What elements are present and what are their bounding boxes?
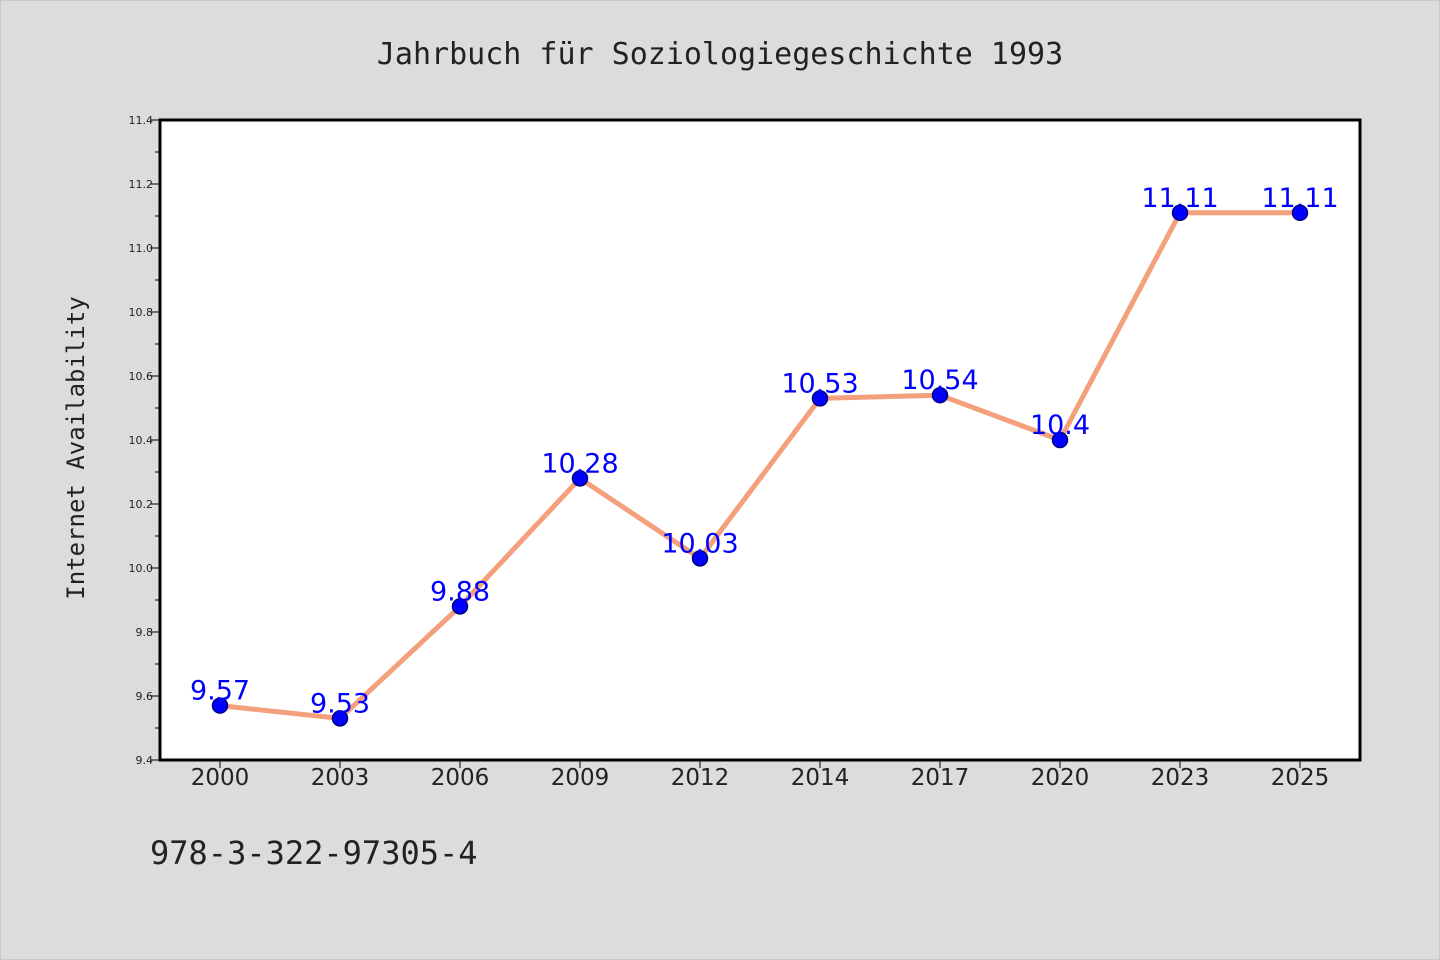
data-value-label: 9.53 xyxy=(310,688,370,719)
data-value-label: 10.4 xyxy=(1030,410,1090,441)
x-tick-label: 2006 xyxy=(431,765,490,791)
y-tick-label: 10.2 xyxy=(129,498,154,511)
chart-title: Jahrbuch für Soziologiegeschichte 1993 xyxy=(377,37,1063,72)
x-tick-label: 2025 xyxy=(1271,765,1330,791)
y-tick-label: 10.4 xyxy=(129,434,154,447)
x-tick-label: 2012 xyxy=(671,765,730,791)
data-value-label: 10.54 xyxy=(901,365,978,396)
data-point xyxy=(931,386,949,404)
data-value-label: 9.88 xyxy=(430,576,490,607)
x-tick-label: 2003 xyxy=(311,765,370,791)
isbn-footnote: 978-3-322-97305-4 xyxy=(150,834,478,872)
data-point xyxy=(451,598,469,615)
x-tick-label: 2020 xyxy=(1031,765,1090,791)
x-tick-label: 2000 xyxy=(191,765,250,791)
y-tick-label: 10.6 xyxy=(129,370,154,383)
data-labels: 9.57 9.53 9.88 10.28 10.03 10.53 10.54 10.4 11.1… xyxy=(190,183,1339,720)
data-point xyxy=(1291,204,1309,222)
data-value-label: 9.57 xyxy=(190,676,250,707)
y-tick-label: 10.0 xyxy=(129,562,154,575)
y-tick-label: 11.2 xyxy=(129,178,154,191)
data-value-label: 10.03 xyxy=(661,528,738,559)
data-point xyxy=(1171,204,1189,222)
data-value-label: 11.11 xyxy=(1261,183,1338,214)
plot-area xyxy=(158,118,1362,762)
data-point xyxy=(1051,431,1069,449)
y-tick-label: 9.4 xyxy=(136,754,154,767)
x-axis-ticks: 2000 2003 2006 2009 2012 2014 2017 2020 2023 2025 xyxy=(191,760,1330,791)
data-point xyxy=(331,710,349,727)
data-point xyxy=(571,470,589,487)
series-line-group xyxy=(217,210,1303,721)
data-value-label: 10.53 xyxy=(781,368,858,399)
y-tick-label: 10.8 xyxy=(129,306,154,319)
x-tick-label: 2023 xyxy=(1151,765,1210,791)
y-tick-label: 9.6 xyxy=(136,690,154,703)
y-axis-ticks: 9.4 9.6 9.8 10.0 10.2 10.4 10.6 10.8 11.0 11.2 11.… xyxy=(129,114,160,767)
data-point xyxy=(811,390,829,407)
x-tick-label: 2014 xyxy=(791,765,850,791)
x-tick-label: 2017 xyxy=(911,765,970,791)
y-axis-label: Internet Availability xyxy=(62,296,90,599)
data-point xyxy=(691,550,709,567)
data-value-label: 11.11 xyxy=(1141,183,1218,214)
y-tick-label: 9.8 xyxy=(136,626,154,639)
data-markers xyxy=(211,204,1309,727)
data-point xyxy=(211,697,229,714)
series-line xyxy=(217,210,1303,721)
x-tick-label: 2009 xyxy=(551,765,610,791)
y-tick-label: 11.0 xyxy=(129,242,154,255)
data-value-label: 10.28 xyxy=(541,448,618,479)
y-tick-label: 11.4 xyxy=(129,114,154,127)
